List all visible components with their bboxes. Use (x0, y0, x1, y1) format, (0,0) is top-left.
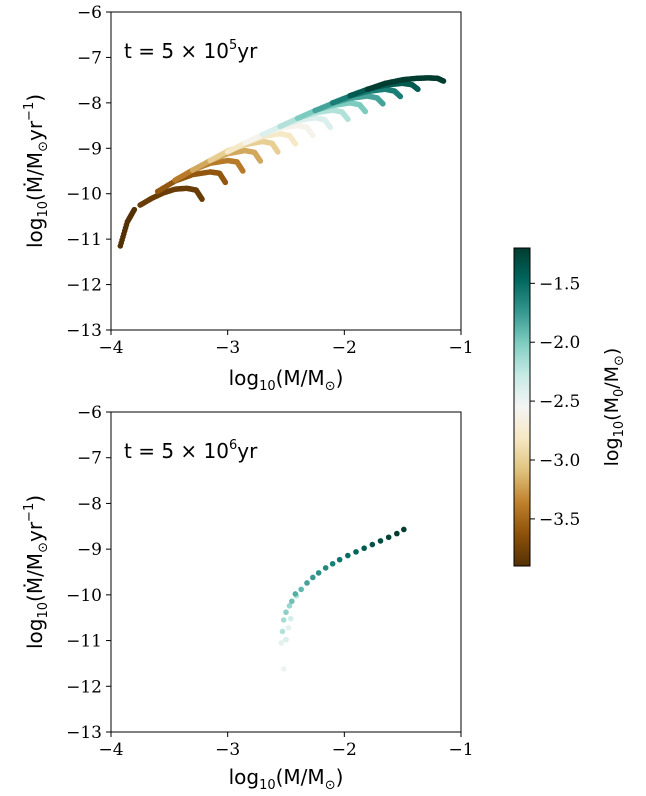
data-point (385, 534, 392, 541)
bottom-y-tick-label: −10 (66, 586, 102, 606)
bottom-y-axis-label: log10(Ṁ/M⊙yr−1) (22, 495, 51, 649)
data-point (298, 586, 304, 593)
top-y-tick-label: −13 (66, 321, 102, 341)
bottom-scatter-points (278, 526, 407, 672)
bottom-time-annotation: t = 5 × 106yr (124, 438, 258, 463)
colorbar-tick-label: −1.5 (539, 274, 580, 294)
data-point (345, 116, 351, 123)
data-point (345, 552, 351, 559)
bottom-x-axis-label: log10(M/M⊙) (229, 765, 344, 793)
data-point (401, 526, 407, 533)
data-point (279, 628, 286, 635)
bottom-y-tick-label: −13 (66, 723, 102, 743)
colorbar-label: log10(M0/M⊙) (601, 348, 627, 467)
bottom-x-ticks: −4 −3 −2 −1 (98, 732, 474, 760)
data-point (278, 640, 285, 646)
colorbar-frame (513, 247, 531, 567)
data-point (280, 617, 287, 623)
data-point (280, 666, 287, 672)
data-point (240, 168, 246, 174)
data-point (310, 132, 316, 139)
colorbar-gradient (514, 248, 530, 566)
colorbar-tick-label: −2.0 (539, 333, 580, 353)
data-point (289, 598, 295, 605)
colorbar-tick-label: −3.5 (539, 510, 580, 530)
data-point (315, 570, 322, 576)
data-point (397, 93, 404, 100)
top-panel: −4 −3 −2 −1 −13 −12 −11 −10 −9 −8 −7 −6 t = 5 × 10… (22, 3, 474, 394)
bottom-y-tick-label: −8 (77, 494, 102, 514)
data-point (361, 545, 367, 552)
top-y-axis-label: log10(Ṁ/M⊙yr−1) (22, 94, 51, 248)
colorbar-ticks: −1.5 −2.0 −2.5 −3.0 −3.5 (530, 274, 580, 530)
data-point (292, 591, 299, 597)
data-point (131, 206, 138, 213)
data-point (394, 530, 400, 537)
top-x-tick-label: −1 (448, 338, 473, 358)
data-point (275, 149, 281, 155)
bottom-y-tick-label: −6 (77, 403, 102, 423)
data-point (286, 603, 293, 609)
colorbar: −1.5 −2.0 −2.5 −3.0 −3.5 log10(M0/M⊙) (513, 247, 627, 567)
top-y-tick-label: −12 (66, 276, 102, 296)
top-x-tick-label: −2 (332, 338, 357, 358)
bottom-panel: −4 −3 −2 −1 −13 −12 −11 −10 −9 −8 −7 −6 t = 5 × 10… (22, 403, 474, 793)
data-point (222, 179, 229, 186)
top-y-tick-label: −8 (77, 94, 102, 114)
data-point (415, 86, 421, 93)
data-point (440, 78, 447, 84)
bottom-x-tick-label: −1 (448, 740, 473, 760)
bottom-x-tick-label: −3 (215, 740, 240, 760)
data-point (329, 560, 336, 567)
top-x-axis-label: log10(M/M⊙) (229, 366, 344, 394)
data-point (310, 574, 316, 581)
data-point (377, 538, 384, 544)
top-y-tick-label: −7 (77, 48, 102, 68)
colorbar-tick-label: −2.5 (539, 392, 580, 412)
bottom-y-tick-label: −7 (77, 449, 102, 469)
top-x-ticks: −4 −3 −2 −1 (98, 330, 474, 358)
top-plot-frame (110, 11, 462, 331)
top-x-tick-label: −3 (215, 338, 240, 358)
data-point (322, 565, 329, 571)
data-point (292, 140, 299, 147)
data-point (362, 108, 369, 115)
data-point (257, 158, 264, 164)
bottom-x-tick-label: −2 (332, 740, 357, 760)
top-time-annotation: t = 5 × 105yr (124, 38, 258, 63)
top-y-ticks: −13 −12 −11 −10 −9 −8 −7 −6 (66, 3, 111, 341)
top-y-tick-label: −11 (66, 230, 102, 250)
top-y-tick-label: −10 (66, 185, 102, 205)
top-y-tick-label: −6 (77, 3, 102, 23)
bottom-y-ticks: −13 −12 −11 −10 −9 −8 −7 −6 (66, 403, 111, 743)
data-point (369, 541, 376, 548)
top-x-tick-label: −4 (98, 338, 123, 358)
bottom-y-tick-label: −9 (77, 540, 102, 560)
bottom-plot-frame (110, 411, 462, 733)
top-y-tick-label: −9 (77, 139, 102, 159)
bottom-y-tick-label: −11 (66, 632, 102, 652)
colorbar-tick-label: −3.0 (539, 451, 580, 471)
data-point (283, 609, 289, 616)
data-point (304, 580, 310, 586)
bottom-x-tick-label: −4 (98, 740, 123, 760)
top-scatter-points (117, 75, 447, 249)
data-point (285, 624, 292, 631)
data-point (327, 124, 334, 131)
data-point (287, 615, 294, 622)
data-point (353, 549, 359, 555)
data-point (283, 636, 289, 643)
data-point (380, 100, 386, 107)
data-point (199, 196, 205, 202)
bottom-y-tick-label: −12 (66, 677, 102, 697)
data-point (336, 556, 343, 563)
